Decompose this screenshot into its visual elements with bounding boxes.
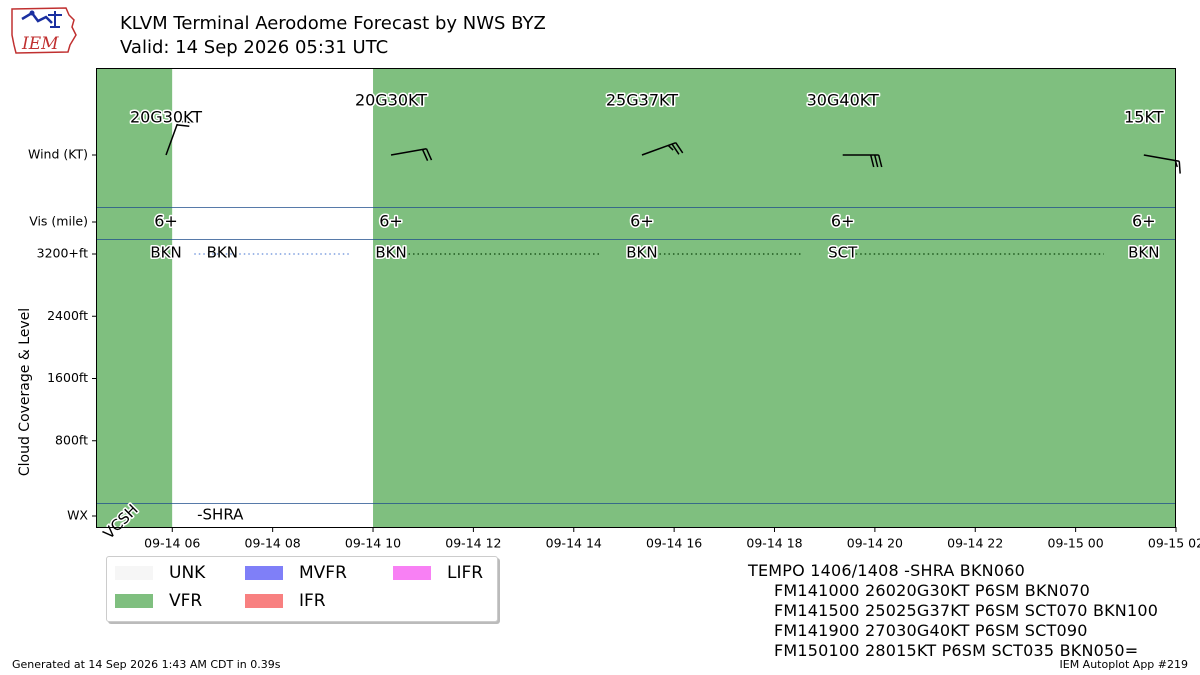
y-tick-label: Wind (KT) [28,147,88,162]
x-tick-label: 09-14 16 [646,536,702,551]
footer-generated: Generated at 14 Sep 2026 1:43 AM CDT in … [12,658,281,671]
vis-label: 6+ [630,212,654,231]
taf-line: FM141500 25025G37KT P6SM SCT070 BKN100 [774,601,1159,620]
axes: 09-14 06 09-14 08 09-14 10 09-14 12 09-14 14… [28,147,1200,551]
vis-label: 6+ [831,212,855,231]
x-tick-label: 09-14 14 [546,536,602,551]
legend-swatch [115,594,153,608]
barb-half [667,144,674,151]
wind-barb [641,141,684,156]
barb-staff [165,120,180,156]
y-axis-label: Cloud Coverage & Level [17,308,33,476]
cloud-label: BKN [1128,244,1159,262]
x-tick-label: 09-14 08 [245,536,301,551]
wind-barb [390,148,433,162]
y-tick-label: 2400ft [47,308,88,323]
wind-barb [165,120,191,156]
legend-label: IFR [299,591,326,611]
x-tick-label: 09-14 18 [746,536,802,551]
cloud-label: BKN [150,244,181,262]
cloud-label: BKN [207,244,238,262]
barb-full [176,124,190,127]
wind-label: 15KT [1124,108,1164,127]
barb-full [873,154,879,168]
barb-full [877,154,883,168]
forecast-labels: 20G30KT6+BKNVCSHBKN-SHRA20G30KT6+BKN25G3… [98,89,1165,544]
legend: UNK VFR MVFR IFR LIFR [106,556,498,622]
x-tick-label: 09-14 10 [345,536,401,551]
wind-label: 25G37KT [606,91,678,110]
iowa-outline [11,7,77,54]
cloud-label: BKN [626,244,657,262]
vis-label: 6+ [154,212,178,231]
barb-staff [641,141,677,156]
footer-app: IEM Autoplot App #219 [1059,658,1189,671]
iem-logo[interactable]: IEM [8,5,80,61]
barb-staff [1143,154,1180,162]
legend-label: UNK [169,563,206,583]
barb-full [421,149,429,162]
flight-category-periods [97,69,1176,527]
x-tick-label: 09-15 00 [1048,536,1104,551]
chart-subtitle: Valid: 14 Sep 2026 05:31 UTC [120,37,389,58]
taf-line: FM141900 27030G40KT P6SM SCT090 [774,621,1088,640]
chart-title: KLVM Terminal Aerodome Forecast by NWS B… [120,13,546,34]
taf-line: FM141000 26020G30KT P6SM BKN070 [774,581,1090,600]
y-tick-label: Vis (mile) [29,214,88,229]
taf-raw-text: TEMPO 1406/1408 -SHRA BKN060 FM141000 260… [748,561,1158,661]
x-tick-label: 09-14 06 [144,536,200,551]
barb-full [869,154,875,168]
taf-line: TEMPO 1406/1408 -SHRA BKN060 [748,561,1025,580]
wind-label: 20G30KT [355,91,427,110]
y-tick-label: 1600ft [47,370,88,385]
wind-barbs [165,120,1181,174]
cloud-label: SCT [828,244,858,262]
barb-staff [390,148,427,156]
plot-frame [96,68,1176,528]
category-period-vfr [373,69,1176,527]
legend-label: LIFR [447,563,484,583]
y-tick-label: WX [67,508,88,523]
wind-label: 20G30KT [130,108,202,127]
taf-line: FM150100 28015KT P6SM SCT035 BKN050= [774,641,1139,660]
y-tick-label: 800ft [55,432,88,447]
vis-label: 6+ [1132,212,1156,231]
barb-full [1178,161,1181,174]
x-tick-label: 09-14 22 [947,536,1003,551]
legend-swatch [245,566,283,580]
logo-text: IEM [21,34,59,54]
wind-barb [842,154,883,168]
legend-swatch [245,594,283,608]
vis-label: 6+ [379,212,403,231]
wind-label: 30G40KT [807,91,879,110]
legend-label: VFR [169,591,203,611]
barb-full [178,120,191,124]
legend-swatch [115,566,153,580]
barb-full [425,148,433,161]
legend-swatch [393,566,431,580]
x-tick-label: 09-14 12 [445,536,501,551]
category-period-unk [172,69,374,527]
legend-label: MVFR [299,563,347,583]
wx-label: -SHRA [197,506,244,524]
cloud-label: BKN [375,244,406,262]
barb-full [675,142,684,154]
barb-full [671,143,680,155]
x-tick-label: 09-14 20 [847,536,903,551]
x-tick-label: 09-15 02 [1148,536,1200,551]
category-period-vfr [97,69,173,527]
y-tick-label: 3200+ft [37,246,88,261]
